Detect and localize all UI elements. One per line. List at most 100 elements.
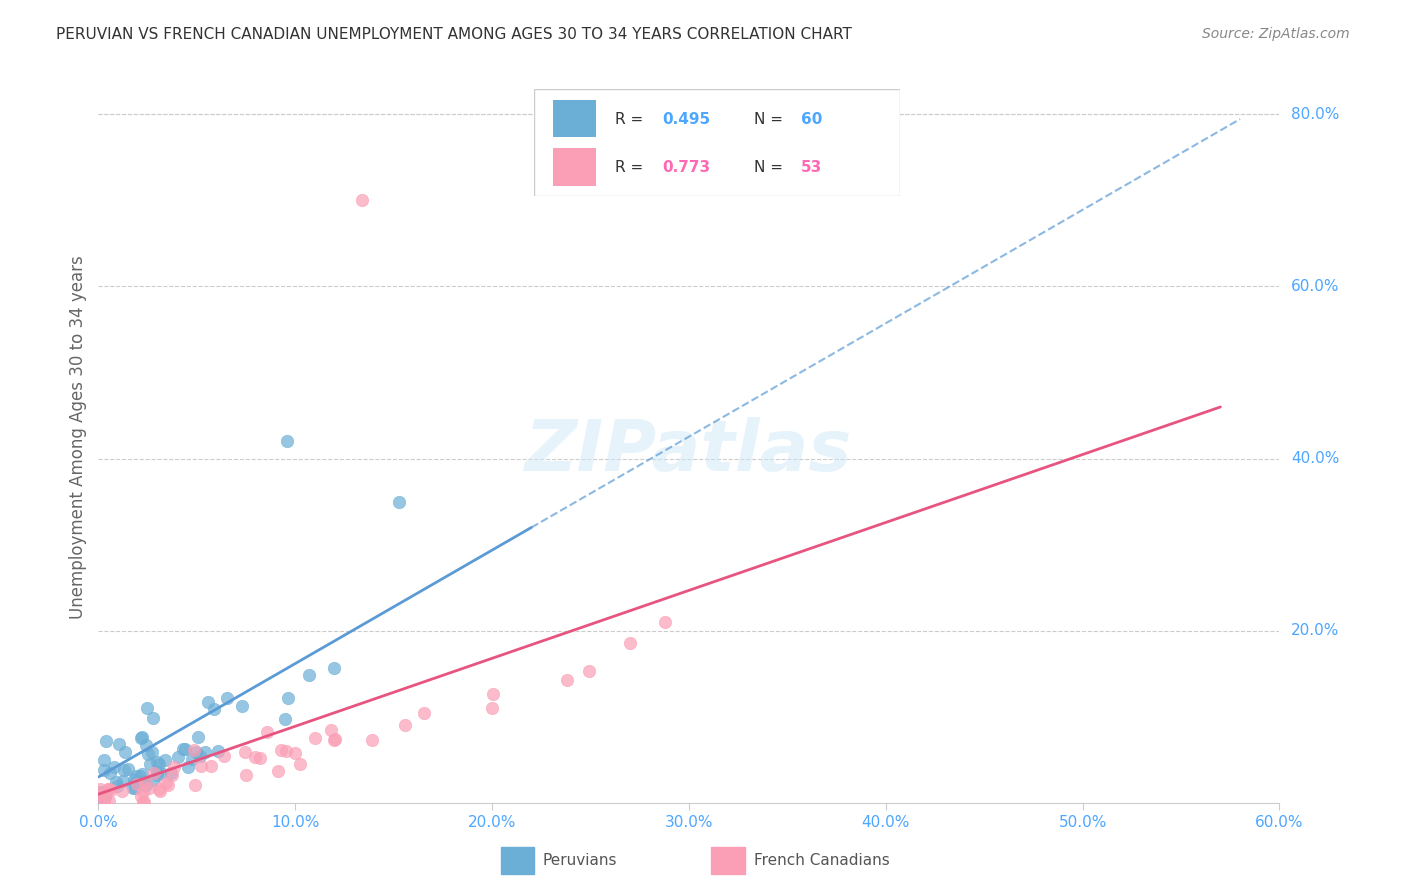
- Point: [105, 779, 128, 793]
- Point: [188, 748, 211, 763]
- Point: [132, 775, 155, 789]
- Point: [202, 701, 225, 715]
- Point: [145, 755, 167, 769]
- Point: [124, 780, 146, 795]
- Point: [148, 781, 170, 796]
- Point: [87, 787, 110, 801]
- Point: [143, 766, 166, 780]
- Point: [274, 712, 297, 726]
- Point: [166, 750, 188, 764]
- Y-axis label: Unemployment Among Ages 30 to 34 years: Unemployment Among Ages 30 to 34 years: [69, 255, 87, 619]
- Point: [361, 733, 384, 747]
- Point: [103, 760, 125, 774]
- Point: [132, 795, 155, 809]
- Point: [98, 781, 121, 796]
- Point: [136, 747, 159, 761]
- Point: [146, 764, 169, 779]
- Point: [131, 731, 153, 745]
- Point: [197, 695, 219, 709]
- Point: [138, 780, 160, 795]
- Point: [142, 772, 165, 787]
- Point: [288, 756, 311, 771]
- Text: PERUVIAN VS FRENCH CANADIAN UNEMPLOYMENT AMONG AGES 30 TO 34 YEARS CORRELATION C: PERUVIAN VS FRENCH CANADIAN UNEMPLOYMENT…: [56, 27, 852, 42]
- Text: 53: 53: [801, 160, 823, 175]
- Point: [142, 710, 165, 724]
- Point: [87, 790, 110, 805]
- Point: [124, 772, 146, 787]
- Point: [215, 691, 238, 706]
- Point: [284, 746, 307, 760]
- Point: [148, 756, 170, 771]
- Point: [200, 758, 222, 772]
- Point: [93, 753, 115, 767]
- Text: 80.0%: 80.0%: [1291, 107, 1340, 122]
- Text: 0.773: 0.773: [662, 160, 710, 175]
- Point: [94, 734, 117, 748]
- Point: [98, 794, 121, 808]
- Point: [304, 731, 326, 745]
- Point: [93, 794, 115, 808]
- Text: Peruvians: Peruvians: [543, 854, 617, 868]
- Point: [157, 778, 180, 792]
- Point: [127, 777, 149, 791]
- Point: [117, 762, 139, 776]
- Point: [177, 760, 200, 774]
- Text: 0.495: 0.495: [662, 112, 710, 127]
- Text: Source: ZipAtlas.com: Source: ZipAtlas.com: [1202, 27, 1350, 41]
- FancyBboxPatch shape: [534, 89, 900, 196]
- Point: [183, 743, 205, 757]
- Point: [481, 701, 503, 715]
- Point: [172, 742, 194, 756]
- Point: [162, 760, 184, 774]
- Text: French Canadians: French Canadians: [754, 854, 890, 868]
- Point: [111, 784, 134, 798]
- Point: [149, 784, 172, 798]
- Point: [184, 778, 207, 792]
- Point: [93, 763, 115, 777]
- Point: [146, 768, 169, 782]
- Text: N =: N =: [754, 112, 787, 127]
- Point: [131, 766, 153, 780]
- Point: [112, 764, 135, 778]
- Point: [256, 724, 278, 739]
- Text: 40.0%: 40.0%: [1291, 451, 1340, 467]
- Point: [135, 700, 157, 714]
- Point: [181, 752, 204, 766]
- Point: [97, 782, 120, 797]
- Point: [243, 750, 266, 764]
- Text: R =: R =: [614, 160, 648, 175]
- Text: 60: 60: [801, 112, 823, 127]
- Text: ZIPatlas: ZIPatlas: [526, 417, 852, 486]
- Text: N =: N =: [754, 160, 787, 175]
- Point: [98, 766, 121, 780]
- Point: [233, 745, 256, 759]
- Point: [135, 778, 157, 792]
- Point: [194, 745, 217, 759]
- Text: 60.0%: 60.0%: [1291, 279, 1340, 294]
- Point: [138, 757, 160, 772]
- Point: [105, 775, 128, 789]
- Point: [654, 615, 676, 629]
- Point: [274, 744, 297, 758]
- Point: [322, 733, 344, 747]
- Point: [124, 776, 146, 790]
- Point: [159, 766, 181, 780]
- Point: [141, 745, 163, 759]
- Bar: [501, 847, 534, 874]
- Point: [129, 731, 152, 746]
- Point: [114, 745, 136, 759]
- Point: [135, 738, 157, 752]
- Point: [267, 764, 290, 778]
- Point: [125, 769, 148, 783]
- Point: [187, 730, 209, 744]
- Point: [184, 745, 207, 759]
- Point: [270, 743, 292, 757]
- Point: [482, 687, 505, 701]
- Point: [323, 732, 346, 747]
- Point: [578, 664, 600, 678]
- Bar: [553, 100, 596, 137]
- Bar: [711, 847, 745, 874]
- Point: [619, 636, 641, 650]
- Point: [557, 673, 579, 687]
- Point: [134, 795, 156, 809]
